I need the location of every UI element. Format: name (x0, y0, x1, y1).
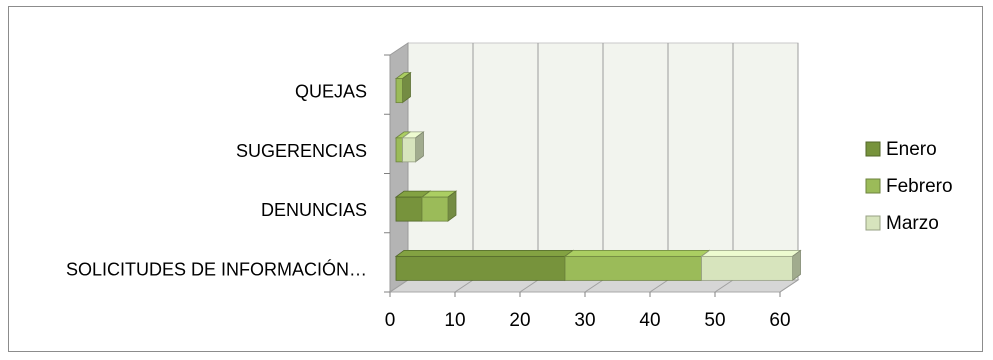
tick-label-40: 40 (639, 310, 660, 331)
bar-top (394, 249, 575, 257)
tick-label-30: 30 (574, 310, 595, 331)
tick-label-20: 20 (509, 310, 530, 331)
tick-label-10: 10 (444, 310, 465, 331)
category-label-sugerencias: SUGERENCIAS (236, 141, 367, 161)
bar-top (563, 249, 711, 257)
bar-front (395, 196, 423, 222)
legend-swatch-enero (865, 141, 881, 157)
category-label-denuncias: DENUNCIAS (261, 200, 367, 220)
bar-denuncias-febrero (420, 190, 458, 222)
legend-swatch-marzo (865, 215, 881, 231)
legend-label-marzo: Marzo (886, 213, 939, 234)
floor-gridline-0 (389, 279, 409, 293)
floor-gridline-10 (454, 279, 474, 293)
legend-label-febrero: Febrero (886, 176, 953, 197)
floor-gridline-50 (714, 279, 734, 293)
floor-gridline-60 (779, 279, 799, 293)
bar-top (700, 249, 802, 257)
bar-front (395, 137, 403, 163)
bar-sugerencias-marzo (401, 131, 425, 163)
bar-front (421, 196, 449, 222)
bar-front (395, 255, 566, 281)
bar-quejas-febrero (394, 71, 412, 104)
legend-swatch-febrero (865, 178, 881, 194)
bar-front (701, 255, 793, 281)
bar-front (395, 78, 403, 104)
bar-solicitudes-de-informacion-febrero (563, 249, 711, 282)
tick-label-60: 60 (769, 310, 790, 331)
bar-solicitudes-de-informacion-marzo (700, 249, 802, 282)
floor-gridline-20 (519, 279, 539, 293)
floor-gridline-30 (584, 279, 604, 293)
bar-front (564, 255, 702, 281)
floor-gridline-40 (649, 279, 669, 293)
bar-front (402, 137, 416, 163)
tick-label-0: 0 (385, 310, 396, 331)
bar-solicitudes-de-informacion-enero (394, 249, 575, 282)
tick-label-50: 50 (704, 310, 725, 331)
legend-label-enero: Enero (886, 139, 937, 160)
category-label-solicitudes-de-informacion: SOLICITUDES DE INFORMACIÓN… (66, 258, 367, 279)
category-label-quejas: QUEJAS (295, 82, 367, 102)
